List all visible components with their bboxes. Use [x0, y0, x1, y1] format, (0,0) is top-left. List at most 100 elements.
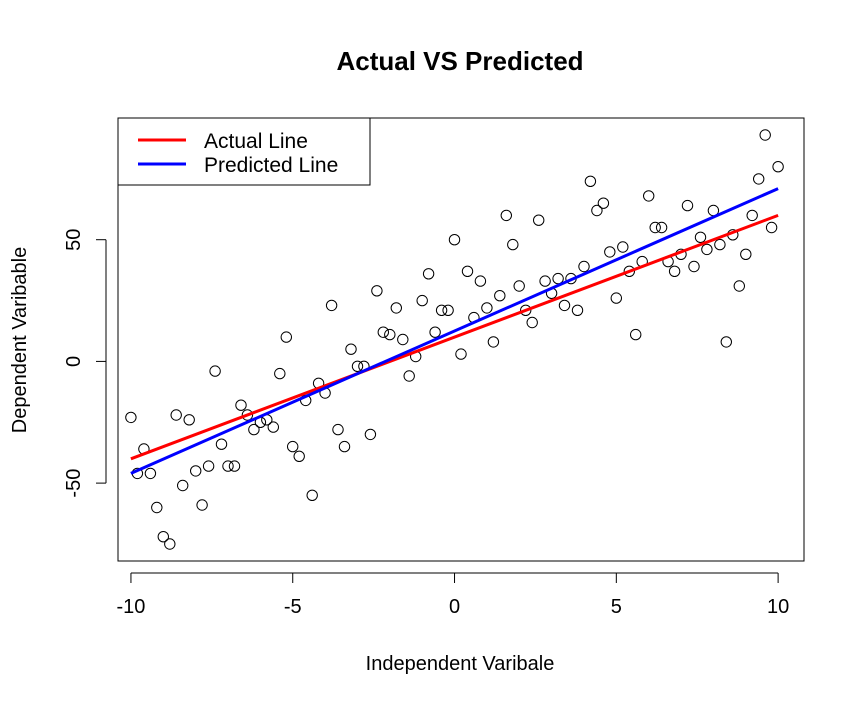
legend-label-predicted: Predicted Line — [204, 154, 338, 177]
data-point-59 — [507, 238, 519, 251]
data-point-56 — [487, 336, 500, 348]
data-point-47 — [429, 326, 441, 338]
data-point-74 — [604, 246, 616, 258]
data-point-55 — [481, 302, 493, 314]
legend-label-actual: Actual Line — [204, 130, 308, 153]
data-point-26 — [293, 450, 305, 462]
data-point-97 — [753, 173, 765, 185]
y-tick-label-0: -50 — [63, 469, 85, 498]
data-point-10 — [190, 465, 202, 477]
data-point-0 — [125, 411, 137, 424]
data-point-11 — [196, 499, 208, 511]
plot-frame — [117, 117, 805, 562]
data-point-75 — [610, 292, 622, 304]
series-line-actual — [130, 213, 779, 461]
data-point-48 — [435, 304, 448, 316]
data-point-34 — [345, 343, 357, 355]
data-point-13 — [209, 365, 221, 377]
legend: Actual Line Predicted Line — [117, 117, 371, 186]
data-point-64 — [539, 275, 551, 287]
data-point-54 — [474, 275, 487, 287]
data-point-88 — [694, 231, 707, 244]
data-point-16 — [228, 460, 241, 472]
data-point-28 — [306, 489, 318, 501]
data-point-95 — [740, 248, 752, 261]
x-axis-label: Independent Varibale — [366, 653, 555, 675]
data-point-87 — [688, 260, 700, 273]
data-point-86 — [681, 199, 694, 212]
x-tick-label-1: -5 — [284, 596, 302, 618]
data-point-100 — [772, 161, 784, 173]
data-point-62 — [526, 316, 538, 329]
legend-box — [117, 117, 371, 186]
y-axis: -50 0 50 — [63, 229, 107, 498]
data-point-77 — [623, 265, 635, 277]
data-point-84 — [668, 265, 681, 277]
data-point-37 — [364, 428, 377, 441]
data-point-23 — [274, 367, 286, 380]
data-point-45 — [416, 294, 428, 307]
data-point-52 — [461, 265, 474, 277]
data-point-69 — [571, 304, 584, 316]
data-point-19 — [248, 423, 260, 436]
data-point-96 — [746, 209, 758, 222]
data-point-81 — [649, 221, 661, 234]
data-point-61 — [520, 304, 532, 316]
data-point-40 — [384, 328, 396, 341]
y-axis-label: Dependent Varibable — [9, 247, 31, 433]
data-point-35 — [351, 360, 364, 372]
x-tick-label-0: -10 — [116, 596, 145, 618]
chart-title: Actual VS Predicted — [336, 46, 583, 76]
data-point-31 — [325, 299, 338, 312]
x-tick-label-2: 0 — [449, 596, 460, 618]
data-point-67 — [558, 299, 571, 312]
series-line-predicted — [130, 187, 779, 475]
data-point-50 — [448, 234, 461, 246]
data-point-33 — [338, 440, 351, 453]
data-point-12 — [202, 460, 215, 472]
data-point-60 — [513, 280, 525, 292]
y-tick-label-1: 0 — [63, 356, 85, 367]
data-point-32 — [332, 423, 344, 436]
data-point-15 — [222, 460, 234, 472]
data-point-5 — [157, 531, 170, 543]
lines-layer — [130, 187, 779, 475]
data-point-78 — [630, 328, 642, 341]
data-point-43 — [403, 370, 415, 382]
x-tick-label-3: 5 — [611, 596, 622, 618]
data-point-82 — [655, 221, 668, 234]
data-point-22 — [267, 421, 279, 433]
data-point-99 — [765, 221, 778, 234]
data-point-25 — [287, 440, 299, 453]
x-tick-label-4: 10 — [767, 596, 789, 618]
data-point-18 — [241, 409, 254, 421]
data-point-38 — [371, 285, 383, 297]
data-point-24 — [280, 331, 292, 343]
data-point-8 — [177, 479, 189, 492]
data-point-7 — [170, 409, 182, 421]
data-point-63 — [533, 214, 545, 226]
data-point-9 — [183, 414, 195, 426]
data-point-6 — [164, 538, 176, 550]
data-point-58 — [500, 209, 512, 222]
data-point-42 — [397, 333, 409, 346]
data-point-89 — [701, 243, 713, 256]
data-point-98 — [759, 129, 771, 141]
data-point-71 — [584, 175, 597, 188]
data-point-76 — [617, 241, 629, 253]
x-axis: -10 -5 0 5 10 — [116, 572, 789, 618]
data-point-91 — [714, 238, 726, 251]
data-point-94 — [733, 280, 745, 292]
data-point-80 — [643, 190, 655, 202]
data-point-72 — [591, 204, 603, 217]
points-layer — [125, 129, 784, 550]
data-point-3 — [144, 467, 157, 480]
data-point-92 — [720, 336, 732, 348]
data-point-14 — [215, 438, 228, 450]
data-point-57 — [494, 290, 506, 302]
data-point-4 — [151, 501, 163, 514]
data-point-17 — [235, 399, 247, 411]
data-point-46 — [422, 268, 435, 280]
data-point-49 — [442, 304, 454, 316]
